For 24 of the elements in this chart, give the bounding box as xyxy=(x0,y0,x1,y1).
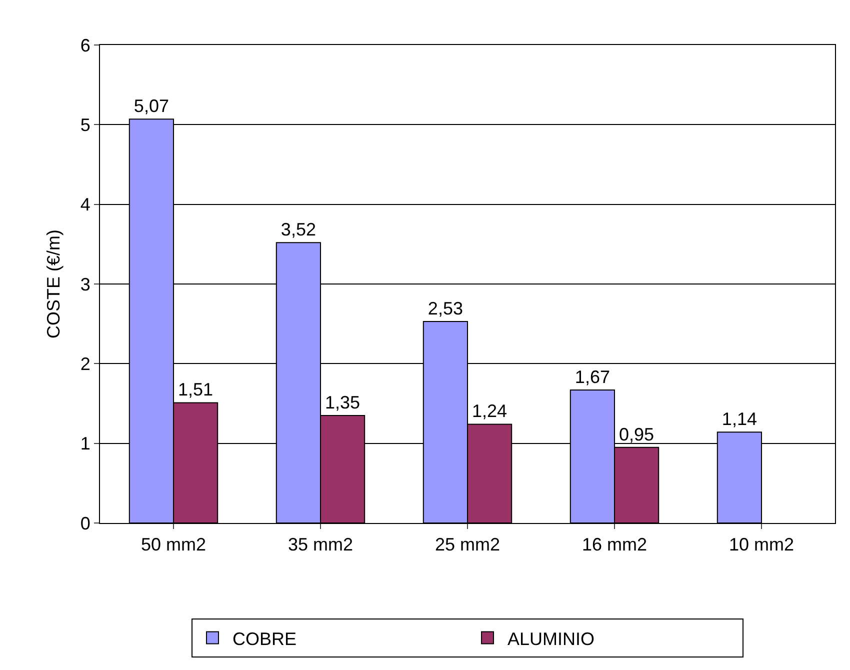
data-label: 3,52 xyxy=(280,220,316,240)
y-tick-label: 3 xyxy=(80,274,90,294)
x-tick-label: 25 mm2 xyxy=(434,534,500,555)
y-tick-label: 5 xyxy=(80,114,90,135)
data-label: 5,07 xyxy=(134,96,169,116)
legend-label: COBRE xyxy=(232,628,297,649)
legend-label: ALUMINIO xyxy=(508,628,595,649)
y-tick-label: 6 xyxy=(80,35,90,56)
y-tick-label: 0 xyxy=(80,513,90,534)
data-label: 1,35 xyxy=(325,392,360,412)
data-label: 1,14 xyxy=(722,409,757,430)
x-tick-label: 16 mm2 xyxy=(582,534,648,555)
data-label: 0,95 xyxy=(619,424,654,444)
data-label: 1,67 xyxy=(574,366,610,387)
data-label: 1,24 xyxy=(472,401,508,422)
data-label: 1,51 xyxy=(178,380,214,400)
x-tick-label: 35 mm2 xyxy=(288,534,354,555)
data-label: 2,53 xyxy=(428,298,463,318)
y-tick-label: 1 xyxy=(80,434,90,454)
y-tick-label: 2 xyxy=(80,354,90,374)
x-tick-label: 50 mm2 xyxy=(140,534,206,555)
y-axis-title: COSTE (€/m) xyxy=(44,229,64,339)
x-tick-label: 10 mm2 xyxy=(728,534,794,555)
y-tick-label: 4 xyxy=(80,194,90,215)
